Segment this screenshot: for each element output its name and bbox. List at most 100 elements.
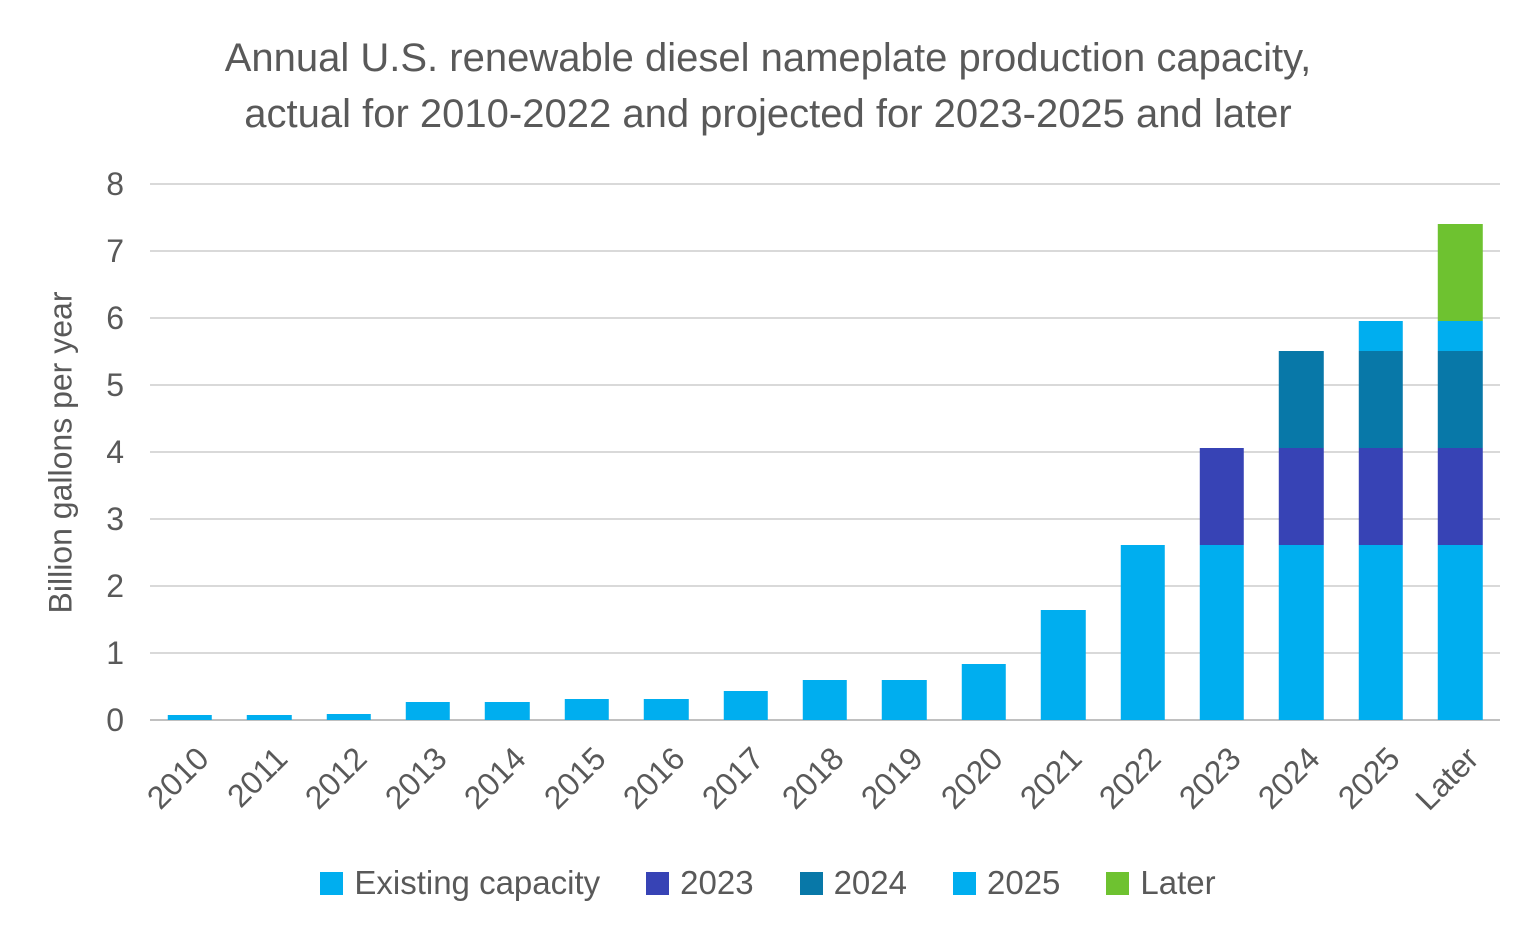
x-tick-label-2015: 2015 xyxy=(536,740,613,816)
bar-2015 xyxy=(547,184,626,720)
chart-title: Annual U.S. renewable diesel nameplate p… xyxy=(0,30,1536,142)
bar-segment-2023-2023 xyxy=(1199,448,1245,546)
bar-segment-existing-capacity-2016 xyxy=(643,699,689,720)
y-tick-label-4: 4 xyxy=(106,434,124,470)
bar-2017 xyxy=(706,184,785,720)
bar-segment-existing-capacity-2022 xyxy=(1120,545,1165,720)
bar-segment-existing-capacity-2015 xyxy=(564,699,609,720)
y-tick-label-7: 7 xyxy=(106,233,124,269)
bar-segment-existing-capacity-2017 xyxy=(723,691,768,720)
bar-segment-existing-capacity-2019 xyxy=(882,679,927,720)
legend-item-existing-capacity: Existing capacity xyxy=(320,864,600,902)
gridline-4 xyxy=(150,451,1500,453)
x-axis-labels: 2010 2011 2012 2013 2014 2015 2016 2017 2018 2019… xyxy=(139,726,1500,856)
bar-segment-existing-capacity-later xyxy=(1437,545,1483,720)
x-tick-label-2019: 2019 xyxy=(854,740,930,816)
x-tick-label-2010: 2010 xyxy=(139,740,216,816)
x-tick-label-2024: 2024 xyxy=(1251,740,1327,816)
gridline-7 xyxy=(150,250,1500,252)
x-tick-label-2016: 2016 xyxy=(615,740,692,816)
x-tick-label-2017: 2017 xyxy=(695,740,772,816)
legend-item-later: Later xyxy=(1106,864,1216,902)
y-tick-label-8: 8 xyxy=(106,166,124,202)
legend-label-2023: 2023 xyxy=(680,864,754,901)
bars xyxy=(150,184,1500,720)
x-tick-label-2020: 2020 xyxy=(933,740,1010,816)
x-tick-label-later: Later xyxy=(1408,740,1486,818)
bar-segment-2024-later xyxy=(1437,350,1483,448)
x-tick-label-2018: 2018 xyxy=(774,740,851,816)
x-tick-label-2023: 2023 xyxy=(1171,740,1248,816)
legend-swatch-2025 xyxy=(952,871,976,895)
bar-segment-existing-capacity-2021 xyxy=(1040,610,1086,720)
legend-item-2023: 2023 xyxy=(646,864,754,902)
y-axis-ticks: 0 1 2 3 4 5 6 7 8 xyxy=(0,166,124,738)
bar-2021 xyxy=(1023,184,1102,720)
y-tick-label-1: 1 xyxy=(106,635,124,671)
bar-2023 xyxy=(1182,184,1261,720)
x-axis-line xyxy=(150,719,1500,721)
bar-2019 xyxy=(865,184,944,720)
legend-swatch-2023 xyxy=(646,871,670,895)
gridline-5 xyxy=(150,384,1500,386)
chart-title-line-2: actual for 2010-2022 and projected for 2… xyxy=(244,92,1292,136)
bar-segment-2023-later xyxy=(1437,448,1483,546)
legend-item-2024: 2024 xyxy=(799,864,907,902)
y-tick-label-2: 2 xyxy=(106,568,124,604)
bar-2011 xyxy=(229,184,308,720)
bar-2022 xyxy=(1103,184,1182,720)
legend-swatch-later xyxy=(1106,871,1130,895)
bar-2020 xyxy=(944,184,1023,720)
x-tick-label-2021: 2021 xyxy=(1012,740,1089,816)
y-tick-label-6: 6 xyxy=(106,300,124,336)
bar-2012 xyxy=(309,184,388,720)
bar-2014 xyxy=(468,184,547,720)
bar-segment-existing-capacity-2012 xyxy=(326,713,371,720)
bar-2016 xyxy=(626,184,705,720)
bar-segment-2025-2025 xyxy=(1358,320,1404,351)
legend-label-later: Later xyxy=(1140,864,1216,901)
legend-label-existing-capacity: Existing capacity xyxy=(354,864,601,901)
bar-segment-2023-2025 xyxy=(1358,448,1404,546)
x-tick-label-2022: 2022 xyxy=(1092,740,1169,816)
y-tick-label-5: 5 xyxy=(106,367,124,403)
bar-segment-existing-capacity-2014 xyxy=(485,701,530,720)
bar-segment-existing-capacity-2011 xyxy=(246,714,292,720)
y-tick-label-0: 0 xyxy=(106,702,124,738)
legend-label-2024: 2024 xyxy=(833,864,907,901)
plot-area xyxy=(150,183,1500,721)
bar-segment-existing-capacity-2025 xyxy=(1358,545,1404,720)
bar-segment-existing-capacity-2018 xyxy=(802,679,848,720)
bar-2018 xyxy=(785,184,864,720)
bar-segment-existing-capacity-2023 xyxy=(1199,545,1245,720)
legend-swatch-2024 xyxy=(799,871,823,895)
x-tick-label-2012: 2012 xyxy=(298,740,374,816)
bar-2025 xyxy=(1341,184,1420,720)
gridline-6 xyxy=(150,317,1500,319)
x-tick-label-2014: 2014 xyxy=(457,740,533,816)
legend-item-2025: 2025 xyxy=(952,864,1060,902)
gridline-1 xyxy=(150,652,1500,654)
bar-segment-2024-2024 xyxy=(1279,350,1324,448)
gridlines xyxy=(150,183,1500,721)
x-tick-label-2013: 2013 xyxy=(377,740,454,816)
bar-2010 xyxy=(150,184,229,720)
bar-2013 xyxy=(388,184,467,720)
bar-2024 xyxy=(1262,184,1341,720)
bar-segment-existing-capacity-2013 xyxy=(405,701,451,720)
bar-segment-2024-2025 xyxy=(1358,350,1404,448)
bar-segment-existing-capacity-2020 xyxy=(961,664,1006,720)
bar-segment-existing-capacity-2010 xyxy=(167,714,212,720)
x-tick-label-2011: 2011 xyxy=(220,740,295,815)
bar-segment-2023-2024 xyxy=(1279,448,1324,546)
gridline-8 xyxy=(150,183,1500,185)
gridline-2 xyxy=(150,585,1500,587)
legend: Existing capacity 2023 2024 2025 Later xyxy=(0,864,1536,902)
x-tick-label-2025: 2025 xyxy=(1330,740,1407,816)
gridline-3 xyxy=(150,518,1500,520)
legend-swatch-existing-capacity xyxy=(320,871,344,895)
chart-title-line-1: Annual U.S. renewable diesel nameplate p… xyxy=(224,36,1312,80)
bar-later xyxy=(1421,184,1500,720)
bar-segment-2025-later xyxy=(1437,320,1483,351)
